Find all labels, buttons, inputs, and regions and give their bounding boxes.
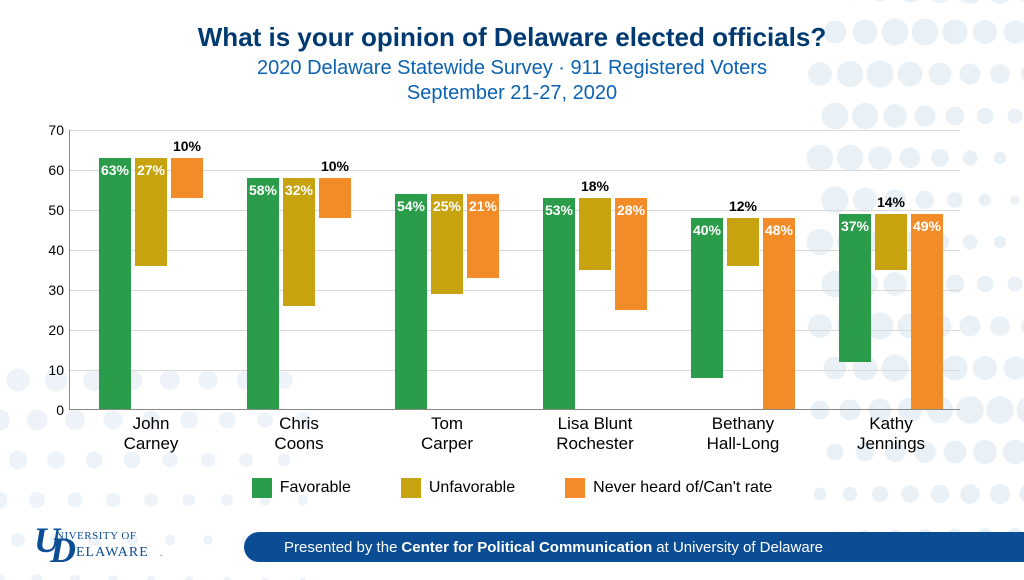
bar: 32%	[283, 178, 315, 306]
legend-label: Never heard of/Can't rate	[593, 479, 772, 497]
svg-text:D: D	[49, 530, 76, 566]
bar: 10%	[171, 158, 203, 198]
bar: 48%	[763, 218, 795, 410]
x-axis-label: Bethany Hall-Long	[673, 414, 813, 455]
x-axis-label: Lisa Blunt Rochester	[525, 414, 665, 455]
chart-title: What is your opinion of Delaware elected…	[0, 22, 1024, 53]
y-tick-label: 0	[56, 402, 64, 418]
legend-label: Unfavorable	[429, 479, 515, 497]
legend-label: Favorable	[280, 479, 351, 497]
bar: 14%	[875, 214, 907, 270]
y-tick-label: 70	[48, 122, 64, 138]
footer-prefix: Presented by the	[284, 539, 397, 556]
bar-value-label: 10%	[319, 158, 351, 174]
bar-group: 63%27%10%	[91, 158, 211, 410]
bar-value-label: 49%	[911, 218, 943, 234]
legend: Favorable Unfavorable Never heard of/Can't…	[0, 478, 1024, 498]
x-axis-label: Tom Carper	[377, 414, 517, 455]
y-tick-label: 20	[48, 322, 64, 338]
bar: 63%	[99, 158, 131, 410]
y-axis-line	[69, 130, 70, 410]
bar-value-label: 54%	[395, 198, 427, 214]
legend-item: Unfavorable	[401, 478, 515, 498]
bar-value-label: 28%	[615, 202, 647, 218]
title-block: What is your opinion of Delaware elected…	[0, 0, 1024, 105]
bar: 28%	[615, 198, 647, 310]
bar-chart: 010203040506070 63%27%10%58%32%10%54%25%…	[70, 130, 960, 430]
bar: 40%	[691, 218, 723, 378]
legend-swatch	[565, 478, 585, 498]
bar: 21%	[467, 194, 499, 278]
x-axis-label: John Carney	[81, 414, 221, 455]
bar: 18%	[579, 198, 611, 270]
bar-value-label: 27%	[135, 162, 167, 178]
bar: 10%	[319, 178, 351, 218]
svg-text:.: .	[160, 548, 162, 558]
bar-value-label: 12%	[727, 198, 759, 214]
chart-subtitle-1: 2020 Delaware Statewide Survey · 911 Reg…	[0, 57, 1024, 80]
bar: 54%	[395, 194, 427, 410]
legend-item: Never heard of/Can't rate	[565, 478, 772, 498]
legend-swatch	[252, 478, 272, 498]
x-axis-label: Kathy Jennings	[821, 414, 961, 455]
bar-value-label: 37%	[839, 218, 871, 234]
bar-value-label: 18%	[579, 178, 611, 194]
bar-value-label: 40%	[691, 222, 723, 238]
y-axis: 010203040506070	[30, 130, 70, 410]
bar: 27%	[135, 158, 167, 266]
bar-group: 58%32%10%	[239, 178, 359, 410]
bar-value-label: 63%	[99, 162, 131, 178]
bar-value-label: 58%	[247, 182, 279, 198]
university-of-delaware-logo: U NIVERSITY OF D ELAWARE .	[28, 522, 228, 566]
y-tick-label: 60	[48, 162, 64, 178]
bar-value-label: 53%	[543, 202, 575, 218]
bar: 58%	[247, 178, 279, 410]
y-tick-label: 10	[48, 362, 64, 378]
bar-value-label: 48%	[763, 222, 795, 238]
bar-group: 37%14%49%	[831, 214, 951, 410]
plot-area: 63%27%10%58%32%10%54%25%21%53%18%28%40%1…	[70, 130, 960, 410]
legend-swatch	[401, 478, 421, 498]
svg-text:ELAWARE: ELAWARE	[76, 545, 149, 560]
x-axis-line	[70, 409, 960, 410]
bar: 12%	[727, 218, 759, 266]
bar-value-label: 25%	[431, 198, 463, 214]
bar-value-label: 10%	[171, 138, 203, 154]
bar-group: 53%18%28%	[535, 198, 655, 410]
bar: 25%	[431, 194, 463, 294]
x-axis-label: Chris Coons	[229, 414, 369, 455]
legend-item: Favorable	[252, 478, 351, 498]
bar: 53%	[543, 198, 575, 410]
gridline	[70, 130, 960, 131]
bar-value-label: 21%	[467, 198, 499, 214]
footer-suffix: at University of Delaware	[656, 539, 823, 556]
y-tick-label: 50	[48, 202, 64, 218]
bar-value-label: 14%	[875, 194, 907, 210]
footer-bold: Center for Political Communication	[401, 539, 652, 556]
bar: 49%	[911, 214, 943, 410]
bar-group: 54%25%21%	[387, 194, 507, 410]
footer-bar: Presented by the Center for Political Co…	[244, 532, 1024, 562]
bar: 37%	[839, 214, 871, 362]
y-tick-label: 30	[48, 282, 64, 298]
chart-subtitle-2: September 21-27, 2020	[0, 82, 1024, 105]
bar-group: 40%12%48%	[683, 218, 803, 410]
bar-value-label: 32%	[283, 182, 315, 198]
y-tick-label: 40	[48, 242, 64, 258]
